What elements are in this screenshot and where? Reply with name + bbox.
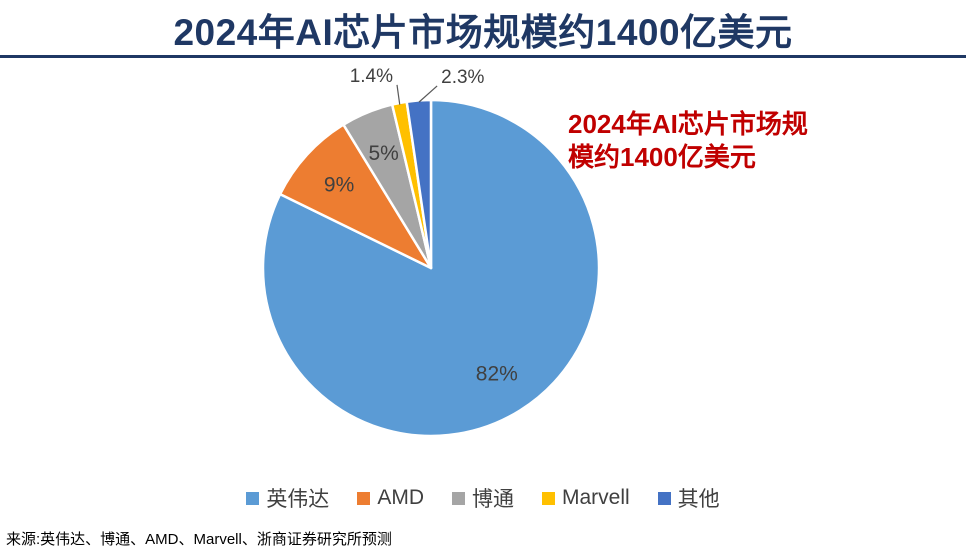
legend-swatch (451, 491, 465, 505)
pie-slice-英伟达 (261, 98, 601, 438)
source-note: 来源:英伟达、博通、AMD、Marvell、浙商证券研究所预测 (6, 531, 392, 548)
title-divider (0, 55, 966, 58)
legend-label: AMD (377, 486, 424, 509)
chart-annotation-line2: 模约1400亿美元 (568, 141, 756, 172)
legend-item-其他: 其他 (657, 483, 720, 513)
chart-annotation: 2024年AI芯片市场规 模约1400亿美元 (568, 108, 808, 173)
page-title: 2024年AI芯片市场规模约1400亿美元 (173, 12, 793, 53)
pie-label: 9% (324, 173, 354, 196)
legend-swatch (246, 491, 260, 505)
pie-label: 2.3% (441, 67, 484, 88)
legend-item-Marvell: Marvell (541, 486, 630, 510)
legend-label: 博通 (471, 488, 514, 511)
pie-label: 5% (368, 142, 398, 165)
legend-swatch (657, 491, 671, 505)
pie-label: 82% (476, 362, 518, 385)
pie-label: 1.4% (350, 66, 393, 87)
chart-annotation-line1: 2024年AI芯片市场规 (568, 109, 808, 139)
leader-line (418, 85, 438, 103)
legend-item-博通: 博通 (451, 483, 514, 513)
legend-swatch (541, 491, 555, 505)
chart-legend: 英伟达 AMD 博通 Marvell 其他 (0, 483, 966, 513)
legend-item-AMD: AMD (357, 486, 424, 510)
pie-slice-其他 (405, 98, 433, 270)
legend-label: 英伟达 (266, 488, 330, 511)
legend-label: Marvell (561, 486, 630, 509)
leader-line (396, 84, 401, 105)
legend-item-英伟达: 英伟达 (246, 483, 329, 513)
pie-slice-AMD (278, 123, 433, 270)
legend-swatch (357, 491, 371, 505)
legend-label: 其他 (677, 488, 720, 511)
